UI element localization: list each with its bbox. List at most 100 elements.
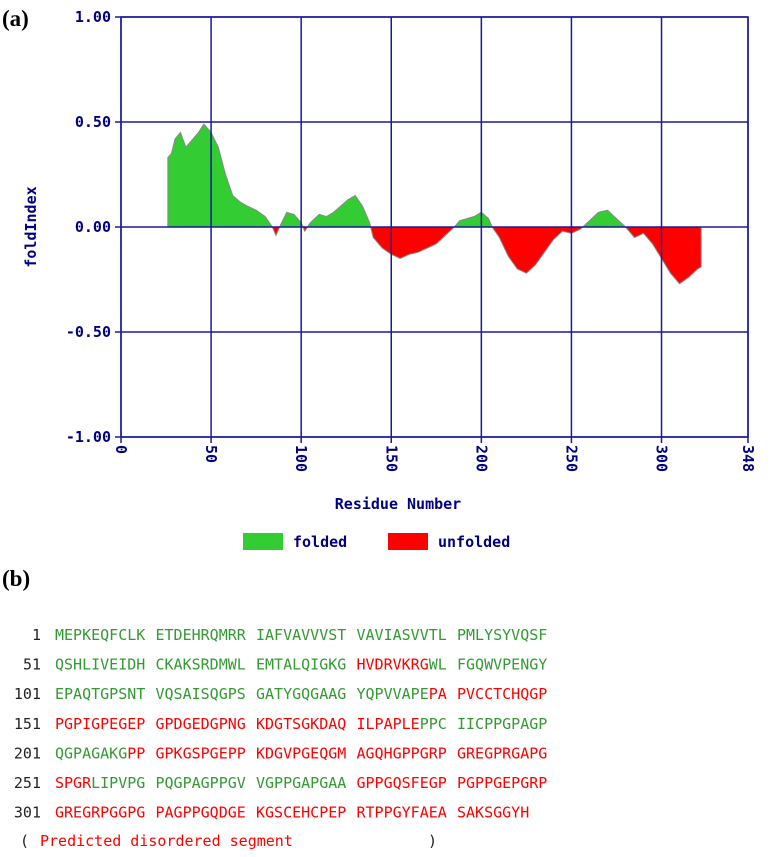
sequence-block: PVCCTCHQGP <box>457 685 547 703</box>
sequence-block: EMTALQIGKG <box>256 656 346 674</box>
sequence-segment: PAGPPGQDGE <box>156 804 246 822</box>
plot-frame <box>120 16 749 438</box>
sequence-block: PQGPAGPPGV <box>156 774 246 792</box>
footer-paren: ( <box>20 832 29 850</box>
sequence-block: HVDRVKRGWL <box>357 656 447 674</box>
y-tick-label: 0.50 <box>75 113 111 131</box>
y-tick-label: -1.00 <box>66 428 111 446</box>
sequence: 1 MEPKEQFCLK ETDEHRQMRR IAFVAVVVST VAVIASVVT… <box>14 626 547 850</box>
y-tick-label: 0.00 <box>75 218 111 236</box>
sequence-segment: PGPIGPEGEP <box>55 715 145 733</box>
sequence-segment: MEPKEQFCLK <box>55 626 145 644</box>
legend-label: unfolded <box>438 533 510 551</box>
sequence-segment: PMLYSYVQSF <box>457 626 547 644</box>
sequence-segment: SAKSGGYH <box>457 804 529 822</box>
sequence-block: RTPPGYFAEA <box>357 804 447 822</box>
sequence-block: QGPAGAKGPP <box>55 744 145 762</box>
sequence-block: MEPKEQFCLK <box>55 626 145 644</box>
sequence-segment: SPGR <box>55 774 92 792</box>
sequence-segment: GPDGEDGPNG <box>156 715 246 733</box>
sequence-segment: FGQWVPENGY <box>457 656 547 674</box>
residue-number: 201 <box>14 744 41 762</box>
sequence-block: VAVIASVVTL <box>357 626 447 644</box>
sequence-block: KDGTSGKDAQ <box>256 715 346 733</box>
sequence-block: PGPPGEPGRP <box>457 774 547 792</box>
legend-label: folded <box>293 533 347 551</box>
sequence-segment: HVDRVKRG <box>357 656 429 674</box>
footer-paren: ) <box>428 832 437 850</box>
panel-label: (a) <box>2 6 29 31</box>
sequence-segment: GPPGQSFEGP <box>357 774 447 792</box>
sequence-block: FGQWVPENGY <box>457 656 547 674</box>
sequence-block: GATYGQGAAG <box>256 685 346 703</box>
sequence-segment: QSHLIVEIDH <box>55 656 145 674</box>
sequence-segment: VGPPGAPGAA <box>256 774 346 792</box>
sequence-block: AGQHGPPGRP <box>357 744 447 762</box>
x-tick-label: 0 <box>112 445 130 454</box>
sequence-segment: PGPPGEPGRP <box>457 774 547 792</box>
legend-swatch <box>388 533 428 550</box>
sequence-segment: GATYGQGAAG <box>256 685 346 703</box>
sequence-block: SAKSGGYH <box>457 804 529 822</box>
sequence-segment: EPAQTGPSNT <box>55 685 145 703</box>
sequence-segment: LIPVPG <box>91 774 145 792</box>
sequence-segment: GPKGSPGEPP <box>156 744 246 762</box>
sequence-segment: IAFVAVVVST <box>256 626 346 644</box>
sequence-segment: QGPAGAKG <box>55 744 127 762</box>
sequence-segment: PVCCTCHQGP <box>457 685 547 703</box>
sequence-block: CKAKSRDMWL <box>156 656 246 674</box>
x-tick-label: 100 <box>292 445 310 472</box>
sequence-segment: KDGVPGEQGM <box>256 744 346 762</box>
sequence-block: ILPAPLEPPC <box>357 715 447 733</box>
sequence-block: KGSCEHCPEP <box>256 804 346 822</box>
sequence-block: ETDEHRQMRR <box>156 626 247 644</box>
x-tick-label: 300 <box>653 445 671 472</box>
sequence-block: PGPIGPEGEP <box>55 715 145 733</box>
plot: -1.00 -0.50 0.00 0.50 1.00 0 50 100 150 200 250 300… <box>66 8 757 551</box>
sequence-block: YQPVVAPEPA <box>357 685 447 703</box>
sequence-segment: KGSCEHCPEP <box>256 804 346 822</box>
sequence-block: PAGPPGQDGE <box>156 804 246 822</box>
x-axis-title: Residue Number <box>335 495 461 513</box>
sequence-segment: VAVIASVVTL <box>357 626 447 644</box>
sequence-block: GREGRPGGPG <box>55 804 145 822</box>
residue-number: 151 <box>14 715 41 733</box>
sequence-segment: PQGPAGPPGV <box>156 774 246 792</box>
sequence-block: QSHLIVEIDH <box>55 656 145 674</box>
sequence-block: PMLYSYVQSF <box>457 626 547 644</box>
sequence-segment: ILPAPLE <box>357 715 420 733</box>
sequence-block: EPAQTGPSNT <box>55 685 145 703</box>
residue-number: 1 <box>32 626 41 644</box>
sequence-segment: PPC <box>420 715 447 733</box>
y-tick-label: 1.00 <box>75 8 111 26</box>
residue-number: 51 <box>23 656 41 674</box>
sequence-segment: CKAKSRDMWL <box>156 656 246 674</box>
y-tick-label: -0.50 <box>66 323 111 341</box>
residue-number: 251 <box>14 774 41 792</box>
sequence-block: GREGPRGAPG <box>457 744 547 762</box>
sequence-segment: KDGTSGKDAQ <box>256 715 346 733</box>
sequence-block: GPPGQSFEGP <box>357 774 447 792</box>
sequence-block: GPKGSPGEPP <box>156 744 246 762</box>
sequence-block: KDGVPGEQGM <box>256 744 346 762</box>
sequence-block: VGPPGAPGAA <box>256 774 346 792</box>
sequence-segment: VQSAISQGPS <box>156 685 246 703</box>
sequence-segment: GREGPRGAPG <box>457 744 547 762</box>
x-tick-label: 150 <box>382 445 400 472</box>
sequence-block: VQSAISQGPS <box>156 685 246 703</box>
sequence-segment: PA <box>429 685 447 703</box>
sequence-segment: IICPPGPAGP <box>457 715 547 733</box>
sequence-block: SPGRLIPVPG <box>55 774 145 792</box>
sequence-block: GPDGEDGPNG <box>156 715 246 733</box>
y-axis-title: foldIndex <box>22 186 40 267</box>
sequence-segment: EMTALQIGKG <box>256 656 346 674</box>
x-tick-label: 200 <box>472 445 490 472</box>
sequence-segment: GREGRPGGPG <box>55 804 145 822</box>
residue-number: 301 <box>14 804 41 822</box>
x-tick-label: 50 <box>202 445 220 463</box>
x-tick-label: 348 <box>739 445 757 472</box>
residue-number: 101 <box>14 685 41 703</box>
sequence-block: IAFVAVVVST <box>256 626 346 644</box>
sequence-segment: RTPPGYFAEA <box>357 804 447 822</box>
